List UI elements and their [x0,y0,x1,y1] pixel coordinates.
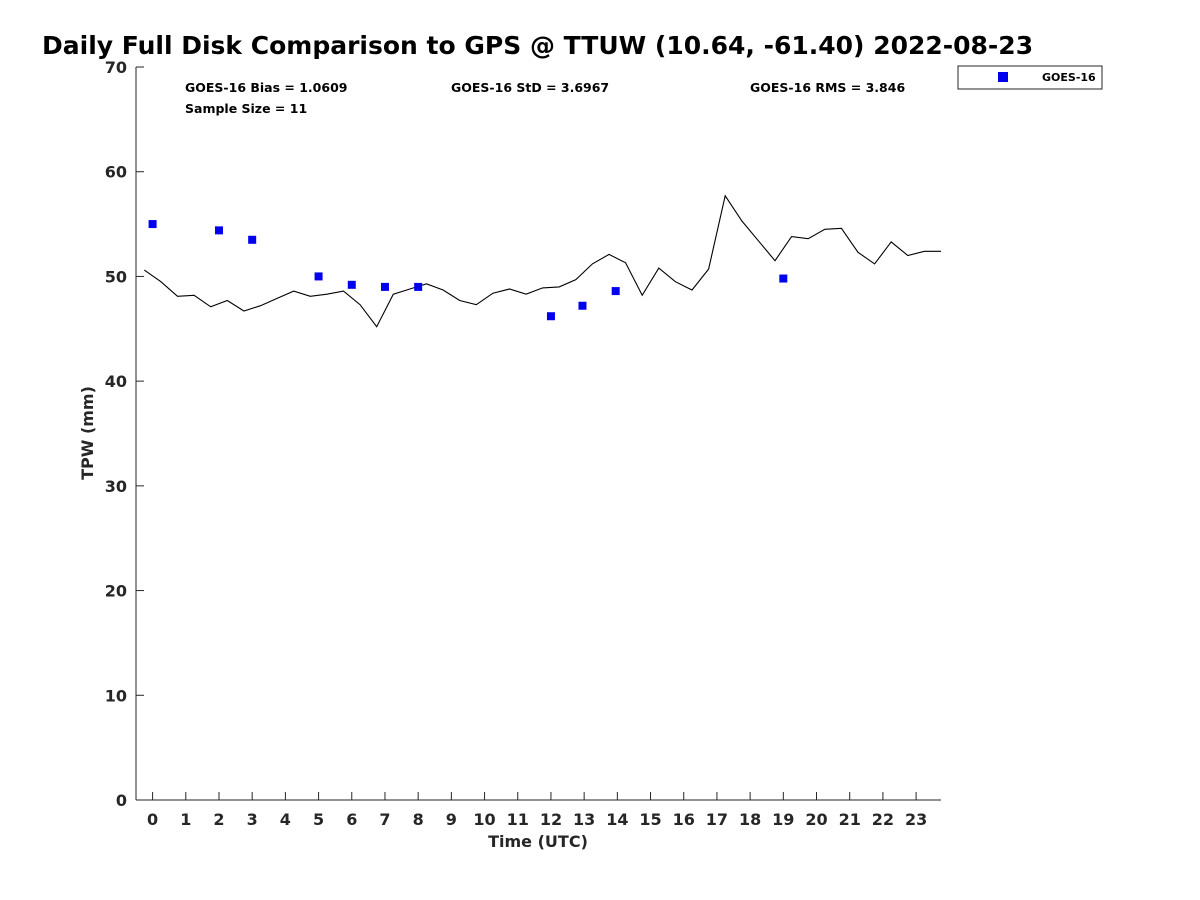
x-tick-label: 9 [446,810,457,829]
legend-marker-goes16 [998,72,1008,82]
x-tick-label: 16 [673,810,695,829]
rms-stat: GOES-16 RMS = 3.846 [750,80,905,95]
legend-label-goes16: GOES-16 [1042,71,1096,84]
x-axis-ticks: 0 1 2 3 4 5 6 7 8 9 10 11 12 13 14 15 16 17 18 19 20 21 22 23 [147,792,927,829]
y-tick-label: 60 [105,163,127,182]
goes16-point [611,287,620,296]
x-tick-label: 21 [839,810,861,829]
goes16-point [380,282,389,291]
mark-layer [143,194,941,328]
y-tick-label: 20 [105,582,127,601]
goes16-point [248,235,257,244]
bias-stat: GOES-16 Bias = 1.0609 [185,80,347,95]
legend-box [957,65,1103,90]
plot-area [136,67,941,800]
y-axis-ticks: 0 10 20 30 40 50 60 70 [105,58,144,810]
goes16-point [546,312,555,321]
goes16-point [314,272,323,281]
y-tick-label: 0 [116,791,127,810]
x-tick-label: 12 [540,810,562,829]
x-tick-label: 2 [213,810,224,829]
x-tick-label: 0 [147,810,158,829]
x-tick-label: 6 [346,810,357,829]
goes16-point [779,274,788,283]
y-tick-label: 50 [105,267,127,286]
y-axis-label: TPW (mm) [78,386,97,480]
y-tick-label: 10 [105,686,127,705]
x-tick-label: 22 [872,810,894,829]
x-tick-label: 20 [805,810,827,829]
x-tick-label: 8 [413,810,424,829]
x-tick-label: 17 [706,810,728,829]
x-tick-label: 7 [379,810,390,829]
x-tick-label: 1 [180,810,191,829]
x-tick-label: 11 [507,810,529,829]
gps-tpw-line [143,194,941,328]
x-tick-label: 15 [639,810,661,829]
goes16-point [578,301,587,310]
goes16-point [414,282,423,291]
x-tick-label: 3 [247,810,258,829]
chart-title: Daily Full Disk Comparison to GPS @ TTUW… [42,31,1033,60]
x-tick-label: 14 [606,810,628,829]
legend: GOES-16 [957,65,1103,90]
x-tick-label: 23 [905,810,927,829]
x-tick-label: 5 [313,810,324,829]
y-tick-label: 40 [105,372,127,391]
y-tick-label: 30 [105,477,127,496]
x-tick-label: 18 [739,810,761,829]
x-tick-label: 4 [280,810,291,829]
goes16-point [214,226,223,235]
x-axis-label: Time (UTC) [488,832,588,851]
x-tick-label: 13 [573,810,595,829]
sample-size-stat: Sample Size = 11 [185,101,307,116]
y-tick-label: 70 [105,58,127,77]
std-stat: GOES-16 StD = 3.6967 [451,80,609,95]
goes16-point [347,280,356,289]
goes16-point [148,220,157,229]
x-tick-label: 19 [772,810,794,829]
x-tick-label: 10 [473,810,495,829]
